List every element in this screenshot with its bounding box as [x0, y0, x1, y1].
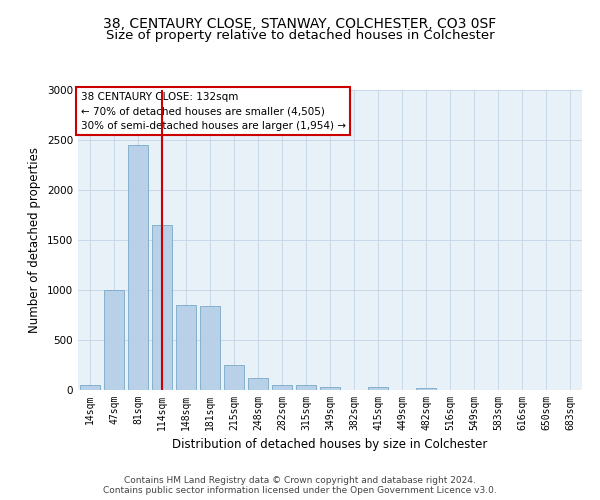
X-axis label: Distribution of detached houses by size in Colchester: Distribution of detached houses by size … [172, 438, 488, 452]
Bar [80, 385, 100, 390]
Bar [200, 306, 220, 390]
Text: 38, CENTAURY CLOSE, STANWAY, COLCHESTER, CO3 0SF: 38, CENTAURY CLOSE, STANWAY, COLCHESTER,… [103, 18, 497, 32]
Bar [368, 387, 388, 390]
Text: Contains public sector information licensed under the Open Government Licence v3: Contains public sector information licen… [103, 486, 497, 495]
Text: Contains HM Land Registry data © Crown copyright and database right 2024.: Contains HM Land Registry data © Crown c… [124, 476, 476, 485]
Bar [152, 225, 172, 390]
Y-axis label: Number of detached properties: Number of detached properties [28, 147, 41, 333]
Bar [296, 385, 316, 390]
Bar [416, 388, 436, 390]
Bar [128, 145, 148, 390]
Bar [104, 290, 124, 390]
Bar [224, 365, 244, 390]
Bar [248, 378, 268, 390]
Text: Size of property relative to detached houses in Colchester: Size of property relative to detached ho… [106, 29, 494, 42]
Bar [272, 385, 292, 390]
Bar [176, 305, 196, 390]
Bar [320, 387, 340, 390]
Text: 38 CENTAURY CLOSE: 132sqm
← 70% of detached houses are smaller (4,505)
30% of se: 38 CENTAURY CLOSE: 132sqm ← 70% of detac… [80, 92, 346, 131]
